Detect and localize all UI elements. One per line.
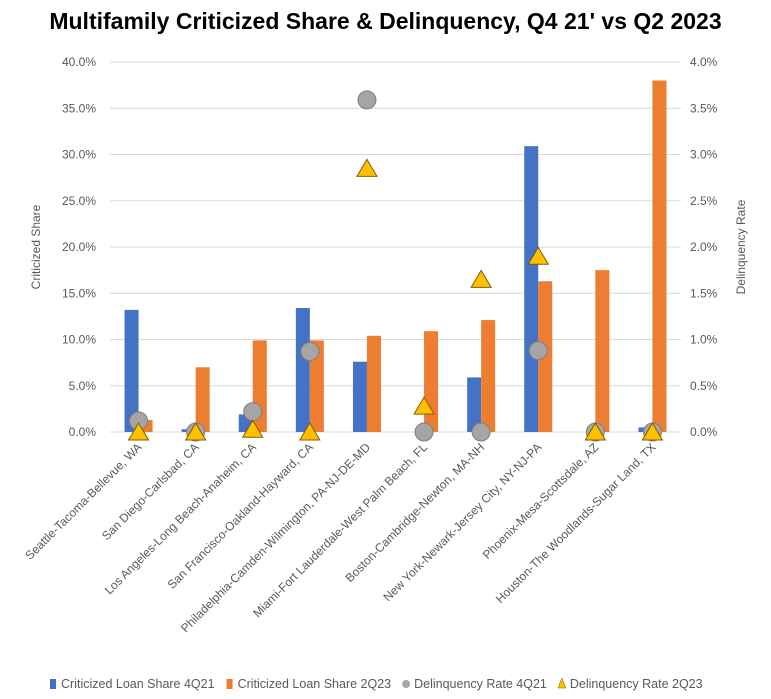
legend-label: Criticized Loan Share 2Q23 (238, 677, 392, 691)
bar-4q21 (467, 377, 482, 432)
bar-4q21 (524, 146, 539, 433)
bar-4q21 (124, 309, 139, 432)
y-tick-label: 25.0% (62, 194, 96, 208)
delinquency-4q21-marker (414, 422, 434, 442)
legend-swatch (50, 679, 56, 689)
y-tick-label: 10.0% (62, 333, 96, 347)
y2-tick-label: 0.5% (690, 379, 718, 393)
y2-tick-label: 2.5% (690, 194, 718, 208)
y-tick-label: 30.0% (62, 148, 96, 162)
y2-tick-label: 1.5% (690, 286, 718, 300)
delinquency-2q23-marker (584, 422, 607, 441)
bar-2q23 (481, 320, 496, 432)
delinquency-2q23-marker (241, 419, 264, 438)
legend-label: Criticized Loan Share 4Q21 (61, 677, 215, 691)
y-tick-label: 0.0% (69, 425, 97, 439)
delinquency-4q21-marker (471, 422, 491, 442)
y2-tick-label: 1.0% (690, 333, 718, 347)
y-tick-label: 15.0% (62, 286, 96, 300)
legend-swatch (557, 677, 567, 689)
bar-4q21 (352, 361, 367, 432)
chart-title: Multifamily Criticized Share & Delinquen… (49, 8, 722, 34)
bar-2q23 (195, 367, 210, 432)
bar-4q21 (295, 308, 310, 432)
y2-tick-label: 3.0% (690, 148, 718, 162)
bar-2q23 (309, 340, 324, 432)
y-tick-label: 20.0% (62, 240, 96, 254)
category-label: San Diego-Carlsbad, CA (99, 440, 202, 543)
delinquency-2q23-marker (527, 246, 550, 265)
bar-2q23 (424, 331, 439, 432)
y-tick-label: 35.0% (62, 101, 96, 115)
delinquency-2q23-marker (470, 269, 493, 288)
delinquency-4q21-marker (357, 90, 377, 110)
bar-2q23 (366, 335, 381, 432)
legend-label: Delinquency Rate 4Q21 (414, 677, 547, 691)
delinquency-2q23-marker (184, 422, 207, 441)
delinquency-4q21-marker (528, 341, 548, 361)
delinquency-2q23-marker (127, 422, 150, 441)
legend-swatch (402, 680, 411, 688)
bar-2q23 (595, 270, 610, 432)
y2-tick-label: 3.5% (690, 101, 718, 115)
delinquency-2q23-marker (356, 158, 378, 177)
category-label: Seattle-Tacoma-Bellevue, WA (22, 440, 144, 562)
delinquency-4q21-marker (300, 342, 320, 362)
delinquency-2q23-marker (413, 396, 435, 415)
category-label: Phoenix-Mesa-Scottsdale, AZ (480, 440, 602, 562)
delinquency-2q23-marker (641, 422, 664, 441)
y-axis-label: Criticized Share (29, 204, 43, 289)
legend-label: Delinquency Rate 2Q23 (570, 677, 703, 691)
bar-2q23 (652, 80, 667, 432)
y2-tick-label: 0.0% (690, 425, 718, 439)
y2-tick-label: 4.0% (690, 55, 718, 69)
y2-tick-label: 2.0% (690, 240, 718, 254)
y-tick-label: 5.0% (69, 379, 97, 393)
delinquency-2q23-marker (298, 422, 321, 441)
delinquency-4q21-marker (243, 402, 263, 422)
y-tick-label: 40.0% (62, 55, 96, 69)
y2-axis-label: Delinquency Rate (734, 199, 748, 294)
legend-swatch (226, 679, 233, 689)
